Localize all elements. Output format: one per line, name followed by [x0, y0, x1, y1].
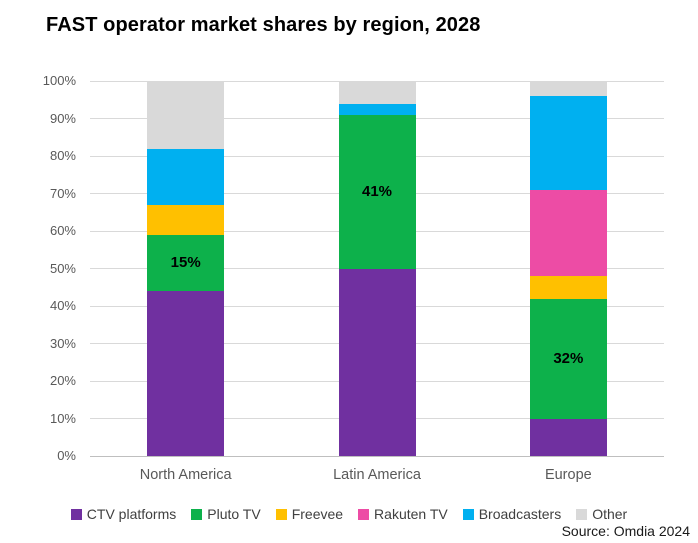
y-axis-tick-label-80: 80% — [49, 148, 76, 163]
legend-label-ctv-platforms: CTV platforms — [86, 506, 177, 522]
bar-segment-broadcasters-latin-america — [338, 103, 416, 115]
bar-segment-other-north-america — [147, 81, 225, 149]
bar-segment-pluto-tv-latin-america — [338, 114, 416, 269]
y-axis-tick-label-30: 30% — [49, 335, 76, 351]
bar-segment-freevee-europe — [529, 276, 607, 299]
bar-segment-freevee-north-america — [147, 204, 225, 235]
y-axis-tick-label-0: 0% — [57, 448, 76, 463]
bar-segment-ctv-platforms-europe — [529, 418, 607, 456]
bar-segment-pluto-tv-europe — [529, 298, 607, 419]
source-note: Source: Omdia 2024 — [561, 523, 690, 539]
y-axis-tick-label-50: 50% — [49, 260, 76, 276]
y-axis-tick-label-90: 90% — [49, 110, 76, 126]
legend-swatch-icon-rakuten-tv — [358, 508, 370, 520]
y-axis-tick-label-70: 70% — [49, 185, 76, 201]
legend-swatch-icon-ctv-platforms — [70, 508, 82, 520]
data-label-pluto-tv-europe: 32% — [553, 349, 584, 367]
legend-item-other: Other — [576, 506, 627, 522]
legend-label-broadcasters: Broadcasters — [478, 506, 562, 522]
legend-swatch-icon-freevee — [275, 508, 287, 520]
y-axis-tick-label-100: 100% — [42, 73, 76, 88]
legend-item-broadcasters: Broadcasters — [462, 506, 562, 522]
bar-segment-broadcasters-north-america — [147, 148, 225, 205]
x-axis-label-north-america: North America — [139, 467, 232, 483]
legend-label-rakuten-tv: Rakuten TV — [374, 506, 448, 522]
bar-segment-pluto-tv-north-america — [147, 234, 225, 291]
chart-title: FAST operator market shares by region, 2… — [46, 14, 481, 36]
x-axis-label-europe: Europe — [544, 467, 592, 483]
legend-label-pluto-tv: Pluto TV — [207, 506, 261, 522]
legend-label-freevee: Freevee — [291, 506, 344, 522]
legend-swatch-icon-other — [576, 508, 588, 520]
legend: CTV platforms Pluto TV Freevee Rakuten TV Br… — [0, 506, 698, 522]
legend-item-rakuten-tv: Rakuten TV — [358, 506, 448, 522]
bar-segment-ctv-platforms-north-america — [147, 291, 225, 456]
legend-item-pluto-tv: Pluto TV — [191, 506, 261, 522]
bar-segment-broadcasters-europe — [529, 96, 607, 190]
y-axis-tick-label-60: 60% — [49, 223, 76, 238]
x-axis-label-latin-america: Latin America — [333, 467, 421, 483]
legend-item-ctv-platforms: CTV platforms — [70, 506, 177, 522]
y-axis-tick-label-20: 20% — [49, 373, 76, 388]
data-label-pluto-tv-latin-america: 41% — [361, 182, 393, 200]
x-axis-line — [90, 455, 664, 457]
data-label-pluto-tv-north-america: 15% — [170, 253, 201, 271]
legend-swatch-icon-pluto-tv — [191, 508, 203, 520]
legend-label-other: Other — [592, 506, 628, 522]
bar-segment-ctv-platforms-latin-america — [338, 268, 416, 456]
legend-item-freevee: Freevee — [275, 506, 344, 522]
bar-segment-rakuten-tv-europe — [529, 189, 607, 276]
y-axis-tick-label-10: 10% — [49, 410, 76, 426]
y-axis-tick-label-40: 40% — [49, 298, 76, 313]
legend-swatch-icon-broadcasters — [462, 508, 474, 520]
bar-segment-other-latin-america — [338, 81, 416, 104]
bar-segment-other-europe — [529, 81, 607, 96]
